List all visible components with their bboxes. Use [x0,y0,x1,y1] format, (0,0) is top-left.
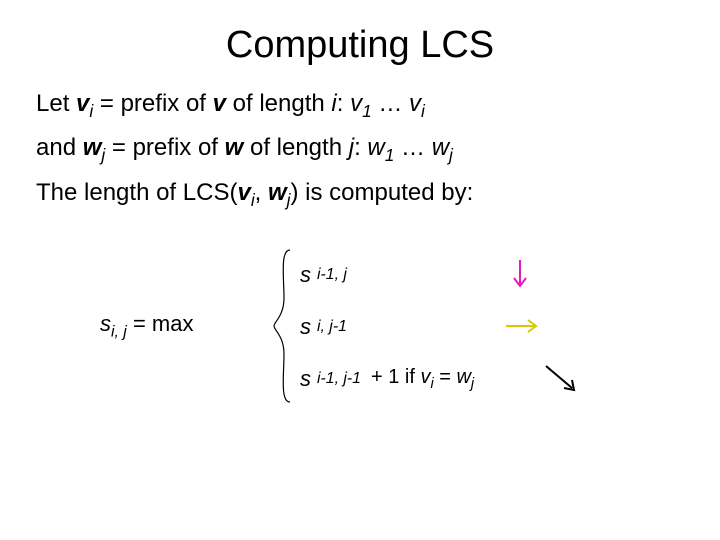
var-w: w [268,179,287,206]
formula-cases: si-1, j si, j-1 si-1, j-1 + 1 if vi = wj [300,248,474,404]
text: Let [36,90,76,117]
text: and [36,134,83,161]
text: of length [243,134,348,161]
text: = prefix of [105,134,224,161]
arrow-diagonal-icon [540,358,586,398]
eq: = [434,366,457,388]
plus-one-if: + 1 if [371,366,420,388]
arrow-diag-slot [500,352,586,404]
eq: = [127,311,152,336]
bold-v: v [213,90,226,117]
text: : [354,134,367,161]
recurrence-formula: si, j = max si-1, j si, j-1 si-1, j-1 + … [100,248,684,418]
var-vi: v [409,90,421,117]
sub-ij: i, j [111,324,127,341]
dots: … [372,90,409,117]
page-title: Computing LCS [0,0,720,67]
var-v: v [237,179,250,206]
text: The length of LCS( [36,179,237,206]
definition-line-w: and wj = prefix of w of length j: w1 … w… [36,129,684,169]
arrow-down-slot [500,248,586,300]
sub-i: i [421,101,425,121]
statement-line: The length of LCS(vi, wj) is computed by… [36,174,684,214]
sub-1: 1 [362,101,372,121]
dots: … [394,134,431,161]
bold-w: w [225,134,244,161]
definition-line-v: Let vi = prefix of v of length i: v1 … v… [36,85,684,125]
sub: i-1, j [317,262,347,287]
case-2: si, j-1 [300,300,474,352]
max: max [152,311,194,336]
var-v: v [76,90,89,117]
var-v: v [420,366,430,388]
var-s: s [300,309,311,344]
var-v1: v [350,90,362,117]
formula-lhs: si, j = max [100,306,193,345]
content-block: Let vi = prefix of v of length i: v1 … v… [0,67,720,418]
var-w1: w [367,134,384,161]
arrow-right-icon [500,306,546,346]
var-w: w [83,134,102,161]
sub-j: j [471,376,474,392]
text: of length [226,90,331,117]
text: , [255,179,268,206]
case3-tail: + 1 if vi = wj [371,361,474,396]
var-w: w [456,366,470,388]
var-s: s [300,257,311,292]
case-3: si-1, j-1 + 1 if vi = wj [300,352,474,404]
sub: i, j-1 [317,314,347,339]
left-brace-icon [272,248,294,404]
var-s: s [300,361,311,396]
var-s: s [100,311,111,336]
sub-1: 1 [385,145,395,165]
arrow-right-slot [500,300,586,352]
var-wj: w [432,134,449,161]
sub: i-1, j-1 [317,366,361,391]
text: ) is computed by: [291,179,474,206]
sub-j: j [449,145,453,165]
arrow-down-icon [500,254,540,294]
text: : [337,90,350,117]
case-1: si-1, j [300,248,474,300]
text: = prefix of [93,90,212,117]
direction-arrows [500,248,586,404]
